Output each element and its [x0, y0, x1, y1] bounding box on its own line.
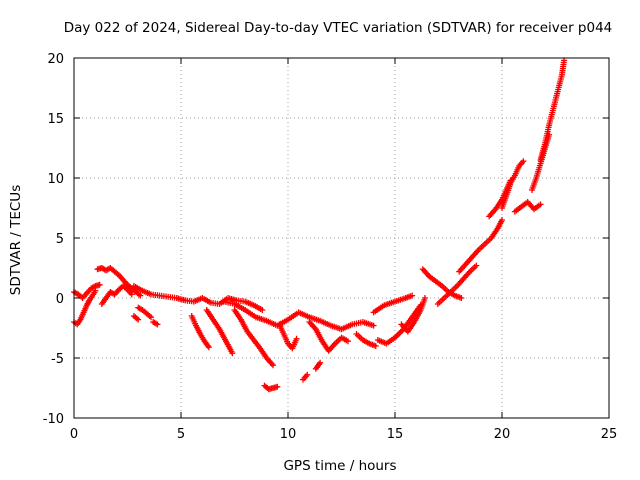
axis-ticks: 0 5 10 15 20 25 -10 -5 0 5 10 15 20	[43, 52, 618, 442]
series-early-high	[94, 265, 144, 299]
series-outlier-a	[261, 382, 281, 393]
series-early-dip	[98, 283, 135, 307]
series-rise-c	[456, 217, 505, 275]
data-point	[396, 330, 403, 337]
x-axis-label: GPS time / hours	[283, 458, 396, 474]
series-mid-low-3	[353, 331, 379, 349]
data-point	[394, 331, 401, 338]
y-tick-label: 15	[47, 112, 64, 127]
y-tick-label: 0	[56, 292, 64, 307]
series-rise-a	[419, 266, 465, 301]
x-tick-label: 0	[70, 427, 78, 442]
data-points	[71, 57, 568, 393]
series-mid-low	[276, 321, 300, 352]
series-recovery-b	[370, 292, 416, 316]
series-late-a	[499, 158, 527, 211]
series-outlier-c	[312, 359, 324, 372]
data-point	[499, 217, 505, 223]
series-mid-band	[220, 298, 377, 333]
series-rise-b	[434, 262, 480, 307]
x-tick-label: 10	[280, 427, 297, 442]
data-point	[148, 314, 155, 321]
data-point	[229, 350, 236, 357]
data-point	[344, 338, 351, 345]
series-short-b	[130, 313, 142, 323]
series-mid-low-2	[306, 319, 351, 354]
data-point	[259, 307, 266, 313]
x-tick-label: 20	[494, 427, 511, 442]
series-late-b	[511, 199, 544, 215]
y-tick-label: -10	[43, 412, 64, 427]
chart-title: Day 022 of 2024, Sidereal Day-to-day VTE…	[64, 20, 613, 36]
data-point	[537, 201, 544, 208]
x-tick-label: 15	[387, 427, 404, 442]
series-dive-a	[188, 313, 212, 351]
data-point	[135, 316, 142, 323]
y-tick-label: -5	[51, 352, 64, 367]
data-point	[304, 371, 311, 378]
data-point	[293, 335, 300, 342]
data-point	[458, 295, 465, 301]
series-short-a	[135, 304, 155, 321]
data-point	[520, 158, 527, 165]
data-point	[274, 383, 281, 390]
y-tick-label: 10	[47, 172, 64, 187]
grid-lines	[74, 58, 609, 418]
series-late-d	[537, 57, 568, 163]
data-point	[409, 292, 416, 299]
data-point	[317, 359, 324, 366]
series-outlier-b	[299, 371, 311, 383]
data-point	[421, 295, 428, 301]
y-axis-label: SDTVAR / TECUs	[8, 185, 24, 295]
series-dive-b	[203, 307, 236, 357]
data-point	[372, 343, 379, 349]
series-short-c	[150, 319, 161, 328]
data-point	[128, 291, 135, 298]
data-point	[370, 322, 377, 329]
data-point	[154, 321, 161, 328]
series-plateau	[130, 283, 266, 313]
series-dive-c	[231, 307, 277, 369]
data-point	[473, 262, 480, 269]
x-tick-label: 25	[601, 427, 618, 442]
y-tick-label: 20	[47, 52, 64, 67]
data-point	[96, 281, 103, 288]
data-point	[397, 329, 404, 335]
x-tick-label: 5	[177, 427, 185, 442]
y-tick-label: 5	[56, 232, 64, 247]
data-point	[137, 292, 144, 299]
series-recovery-c	[398, 295, 428, 335]
data-point	[205, 344, 212, 351]
data-point	[270, 362, 277, 369]
